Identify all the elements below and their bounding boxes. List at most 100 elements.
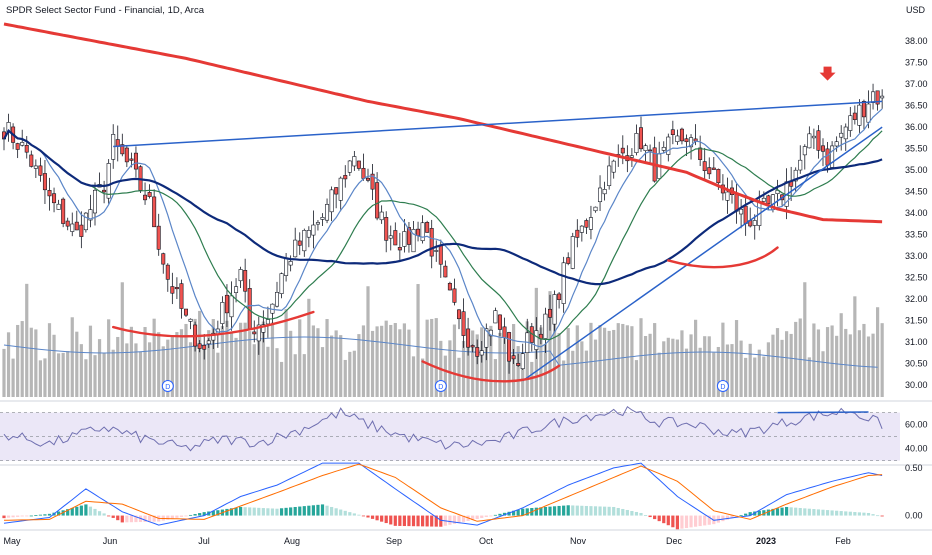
macd-histogram-bar <box>279 508 284 516</box>
macd-histogram-bar <box>757 510 761 516</box>
volume-bar <box>421 358 425 397</box>
time-axis-tick-label: Feb <box>835 536 851 546</box>
candle-body <box>370 173 375 190</box>
macd-histogram-bar <box>148 515 152 522</box>
candle-body <box>643 145 648 152</box>
candle-body <box>438 245 443 265</box>
volume-bar <box>407 329 411 397</box>
candle-body <box>602 189 607 195</box>
volume-bar <box>75 331 79 397</box>
volume-bar <box>107 319 111 397</box>
time-axis-tick-label: Oct <box>479 536 494 546</box>
volume-bar <box>675 339 679 397</box>
macd-histogram-bar <box>721 515 725 522</box>
volume-bar <box>739 340 743 397</box>
candle-body <box>629 155 634 158</box>
macd-histogram-bar <box>552 506 557 516</box>
volume-bar <box>284 309 288 397</box>
candle-body <box>470 345 475 348</box>
time-axis-tick-label: 2023 <box>756 536 776 546</box>
candle-body <box>243 270 248 292</box>
candle-body <box>620 147 625 154</box>
candle-body <box>93 189 98 214</box>
macd-histogram-bar <box>129 515 133 523</box>
cup-annotation-arc <box>112 310 315 338</box>
volume-bar <box>334 330 338 397</box>
candle-body <box>520 353 525 370</box>
candle-body <box>384 217 389 241</box>
candle-body <box>184 308 189 316</box>
candle-body <box>452 288 457 303</box>
macd-histogram-bar <box>507 511 511 516</box>
volume-bar <box>566 328 570 397</box>
dividend-marker-icon[interactable] <box>434 380 447 392</box>
volume-bar <box>198 310 202 397</box>
macd-histogram-bar <box>657 515 661 522</box>
volume-bar <box>148 342 152 397</box>
volume-bar <box>798 318 802 397</box>
candle-body <box>174 287 179 290</box>
macd-histogram-bar <box>125 515 129 523</box>
volume-bar <box>202 346 206 397</box>
candle-body <box>816 130 821 151</box>
macd-histogram-bar <box>47 513 52 516</box>
volume-bar <box>502 337 507 397</box>
price-axis-tick-label: 36.00 <box>905 122 928 132</box>
candle-body <box>807 133 812 149</box>
volume-bar <box>753 357 757 397</box>
volume-bar <box>457 357 461 397</box>
volume-bar <box>357 334 361 397</box>
volume-bar <box>298 319 302 397</box>
price-axis-tick-label: 34.00 <box>905 208 928 218</box>
macd-histogram-bar <box>97 511 102 516</box>
macd-histogram-bar <box>739 515 743 516</box>
macd-histogram-bar <box>143 515 147 522</box>
macd-histogram-bar <box>302 506 306 516</box>
macd-histogram-bar <box>548 506 552 516</box>
macd-histogram-bar <box>716 515 720 523</box>
dividend-marker-icon[interactable] <box>716 380 729 392</box>
volume-bar <box>380 325 384 397</box>
macd-histogram-bar <box>675 515 679 530</box>
macd-histogram-bar <box>293 506 297 516</box>
volume-bar <box>166 339 170 397</box>
volume-bar <box>789 333 793 397</box>
candle-body <box>288 261 293 266</box>
volume-bar <box>744 357 748 397</box>
dividend-marker-icon[interactable] <box>161 380 174 392</box>
macd-histogram-bar <box>348 512 352 516</box>
candle-body <box>648 149 653 152</box>
candle-body <box>325 204 330 221</box>
macd-histogram-bar <box>803 508 807 516</box>
volume-layer <box>2 282 884 397</box>
volume-bar <box>38 360 42 397</box>
price-axis-tick-label: 32.50 <box>905 273 928 283</box>
candle-body <box>375 182 380 219</box>
price-axis-tick-label: 30.00 <box>905 380 928 390</box>
candle-body <box>338 177 343 201</box>
macd-histogram-bar <box>571 505 575 516</box>
volume-bar <box>384 320 388 397</box>
macd-histogram-bar <box>393 515 397 526</box>
candle-body <box>716 168 721 184</box>
candle-body <box>74 221 79 231</box>
volume-bar <box>657 352 661 397</box>
volume-bar <box>821 351 825 397</box>
candle-body <box>229 295 234 318</box>
volume-bar <box>152 318 156 397</box>
macd-histogram-bar <box>771 508 775 516</box>
macd-histogram-bar <box>671 515 675 528</box>
volume-bar <box>461 340 466 397</box>
macd-histogram-bar <box>193 514 197 516</box>
macd-histogram-bar <box>639 512 643 516</box>
macd-histogram-bar <box>198 513 202 516</box>
macd-histogram-bar <box>93 508 97 516</box>
volume-bar <box>694 319 698 397</box>
macd-histogram-bar <box>694 515 698 527</box>
volume-bar <box>84 359 88 397</box>
macd-histogram-bar <box>525 508 529 516</box>
volume-bar <box>734 320 739 397</box>
candle-body <box>456 309 461 320</box>
macd-histogram-bar <box>762 510 766 516</box>
